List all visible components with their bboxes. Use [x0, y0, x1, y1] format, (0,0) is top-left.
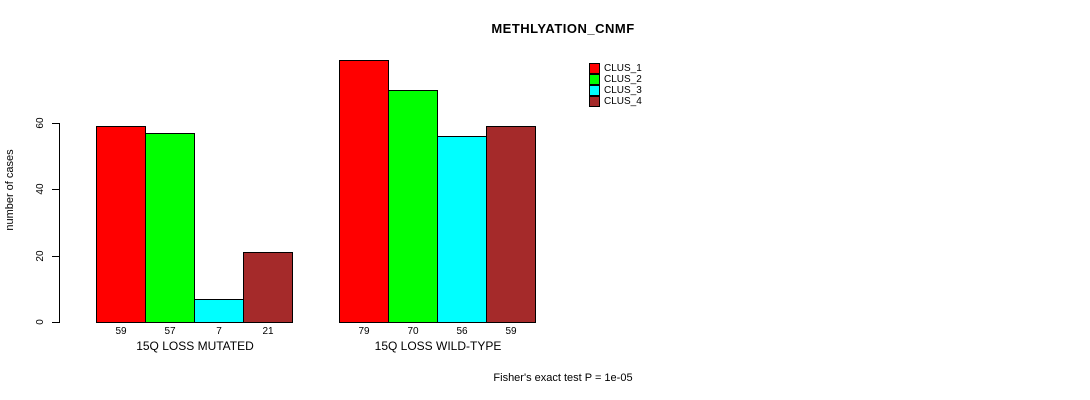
- bar-value-label: 57: [164, 326, 176, 337]
- y-tick: [52, 189, 59, 191]
- legend-item: CLUS_3: [589, 85, 642, 96]
- bar: [339, 60, 389, 323]
- y-tick-label: 0: [35, 319, 46, 325]
- chart-title: METHLYATION_CNMF: [491, 21, 635, 36]
- legend: CLUS_1 CLUS_2 CLUS_3 CLUS_4: [589, 63, 642, 107]
- y-tick-label: 60: [35, 117, 46, 129]
- bar: [145, 133, 195, 323]
- bar-value-label: 21: [262, 326, 274, 337]
- y-tick: [52, 123, 59, 124]
- y-axis-line: [59, 123, 60, 323]
- bar: [96, 126, 146, 323]
- y-tick: [52, 255, 59, 257]
- bar: [388, 90, 438, 323]
- legend-swatch-icon: [589, 85, 600, 96]
- group-label: 15Q LOSS WILD-TYPE: [374, 339, 502, 353]
- bar-value-label: 79: [358, 326, 370, 337]
- bar-value-label: 70: [407, 326, 419, 337]
- bar-value-label: 56: [456, 326, 468, 337]
- legend-label: CLUS_2: [604, 74, 642, 85]
- bar-value-label: 59: [115, 326, 127, 337]
- bar: [194, 299, 244, 323]
- y-tick-label: 40: [35, 183, 46, 195]
- legend-item: CLUS_2: [589, 74, 642, 85]
- legend-label: CLUS_1: [604, 63, 642, 74]
- y-tick: [52, 322, 59, 323]
- bar: [437, 136, 487, 323]
- y-tick-label: 20: [35, 250, 46, 262]
- legend-item: CLUS_1: [589, 63, 642, 74]
- stat-test-annotation: Fisher's exact test P = 1e-05: [493, 372, 633, 384]
- legend-swatch-icon: [589, 63, 600, 74]
- legend-swatch-icon: [589, 74, 600, 85]
- bar: [243, 252, 293, 323]
- y-axis-label: number of cases: [4, 149, 16, 231]
- bar: [486, 126, 536, 323]
- bar-value-label: 59: [505, 326, 517, 337]
- legend-swatch-icon: [589, 96, 600, 107]
- bar-value-label: 7: [216, 326, 222, 337]
- legend-item: CLUS_4: [589, 96, 642, 107]
- legend-label: CLUS_4: [604, 96, 642, 107]
- group-label: 15Q LOSS MUTATED: [136, 339, 254, 353]
- legend-label: CLUS_3: [604, 85, 642, 96]
